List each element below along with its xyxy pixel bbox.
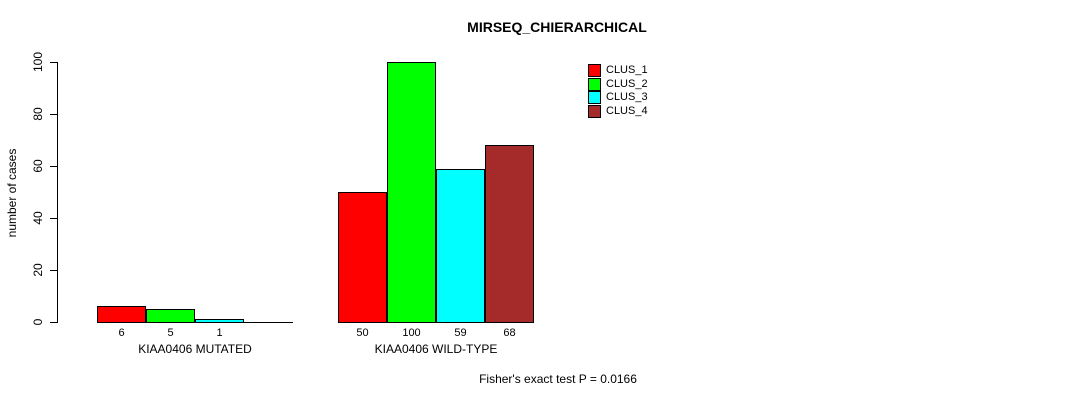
bar-value-label: 6 [118,327,125,339]
y-axis-tick [50,322,58,323]
legend-swatch-clus_1 [588,64,601,77]
bar-clus_1-group2 [338,192,387,323]
y-axis-tick [50,62,58,63]
y-axis-tick-label: 0 [31,318,45,326]
y-axis-tick-label: 100 [31,51,45,73]
y-axis-tick-label: 60 [31,159,45,173]
y-axis-tick-label: 40 [31,211,45,225]
bar-clus_1-group1 [97,306,146,323]
bar-value-label: 59 [454,327,467,339]
bar-clus_4-group2 [485,145,534,323]
legend-label: CLUS_1 [606,64,648,76]
bar-value-label: 68 [503,327,516,339]
chart-title: MIRSEQ_CHIERARCHICAL [467,19,647,35]
footer-caption: Fisher's exact test P = 0.0166 [479,372,637,386]
legend-label: CLUS_3 [606,91,648,104]
x-group-label-mutated: KIAA0406 MUTATED [138,342,252,356]
y-axis-tick [50,270,58,271]
legend-swatch-clus_4 [588,104,601,118]
x-group-label-wildtype: KIAA0406 WILD-TYPE [374,342,498,356]
bar-value-label: 1 [216,327,223,339]
y-axis-line [57,62,58,323]
y-axis-tick-label: 80 [31,107,45,121]
bar-value-label: 50 [356,327,369,339]
bar-clus_3-group1 [195,319,244,323]
legend-label: CLUS_4 [606,104,648,117]
legend-swatch-clus_3 [588,91,601,105]
bar-value-label: 5 [167,327,174,339]
bar-value-label: 100 [402,327,421,339]
y-axis-tick [50,218,58,219]
bar-clus_2-group2 [387,62,436,323]
y-axis-tick [50,114,58,115]
bar-clus_3-group2 [436,169,485,323]
legend-swatch-clus_2 [588,77,601,91]
legend-label: CLUS_2 [606,77,648,90]
y-axis-label: number of cases [5,148,19,238]
bar-clus_2-group1 [146,309,195,323]
y-axis-tick-label: 20 [31,263,45,277]
y-axis-tick [50,166,58,167]
